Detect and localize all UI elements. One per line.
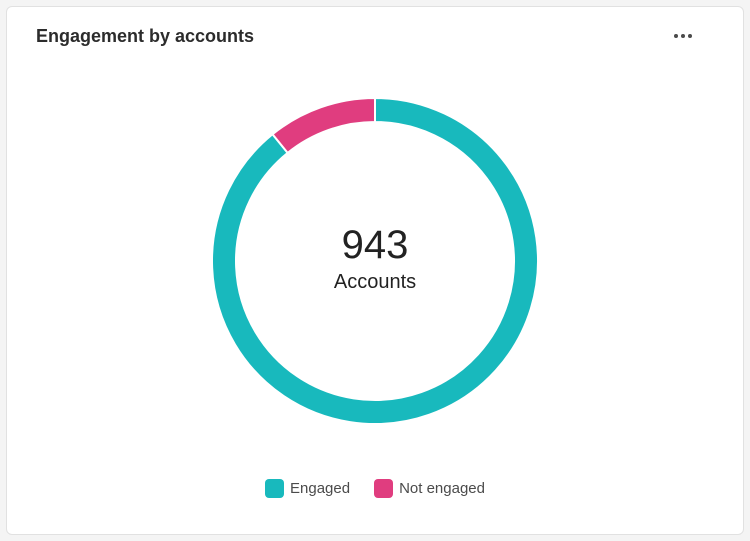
engagement-card <box>6 6 744 535</box>
legend: Engaged Not engaged <box>0 479 750 498</box>
card-title: Engagement by accounts <box>36 26 255 46</box>
donut-slice-not-engaged[interactable] <box>271 96 376 155</box>
legend-swatch <box>374 479 394 498</box>
legend-item[interactable]: Engaged <box>265 479 350 498</box>
legend-swatch <box>265 479 285 498</box>
legend-item[interactable]: Not engaged <box>374 479 485 498</box>
more-options-icon[interactable] <box>670 26 696 46</box>
center-value: 943 <box>341 223 409 267</box>
donut-slice-engaged[interactable] <box>211 96 539 425</box>
center-label: Accounts <box>333 271 417 293</box>
legend-label: Not engaged <box>399 480 485 497</box>
legend-label: Engaged <box>290 480 351 497</box>
